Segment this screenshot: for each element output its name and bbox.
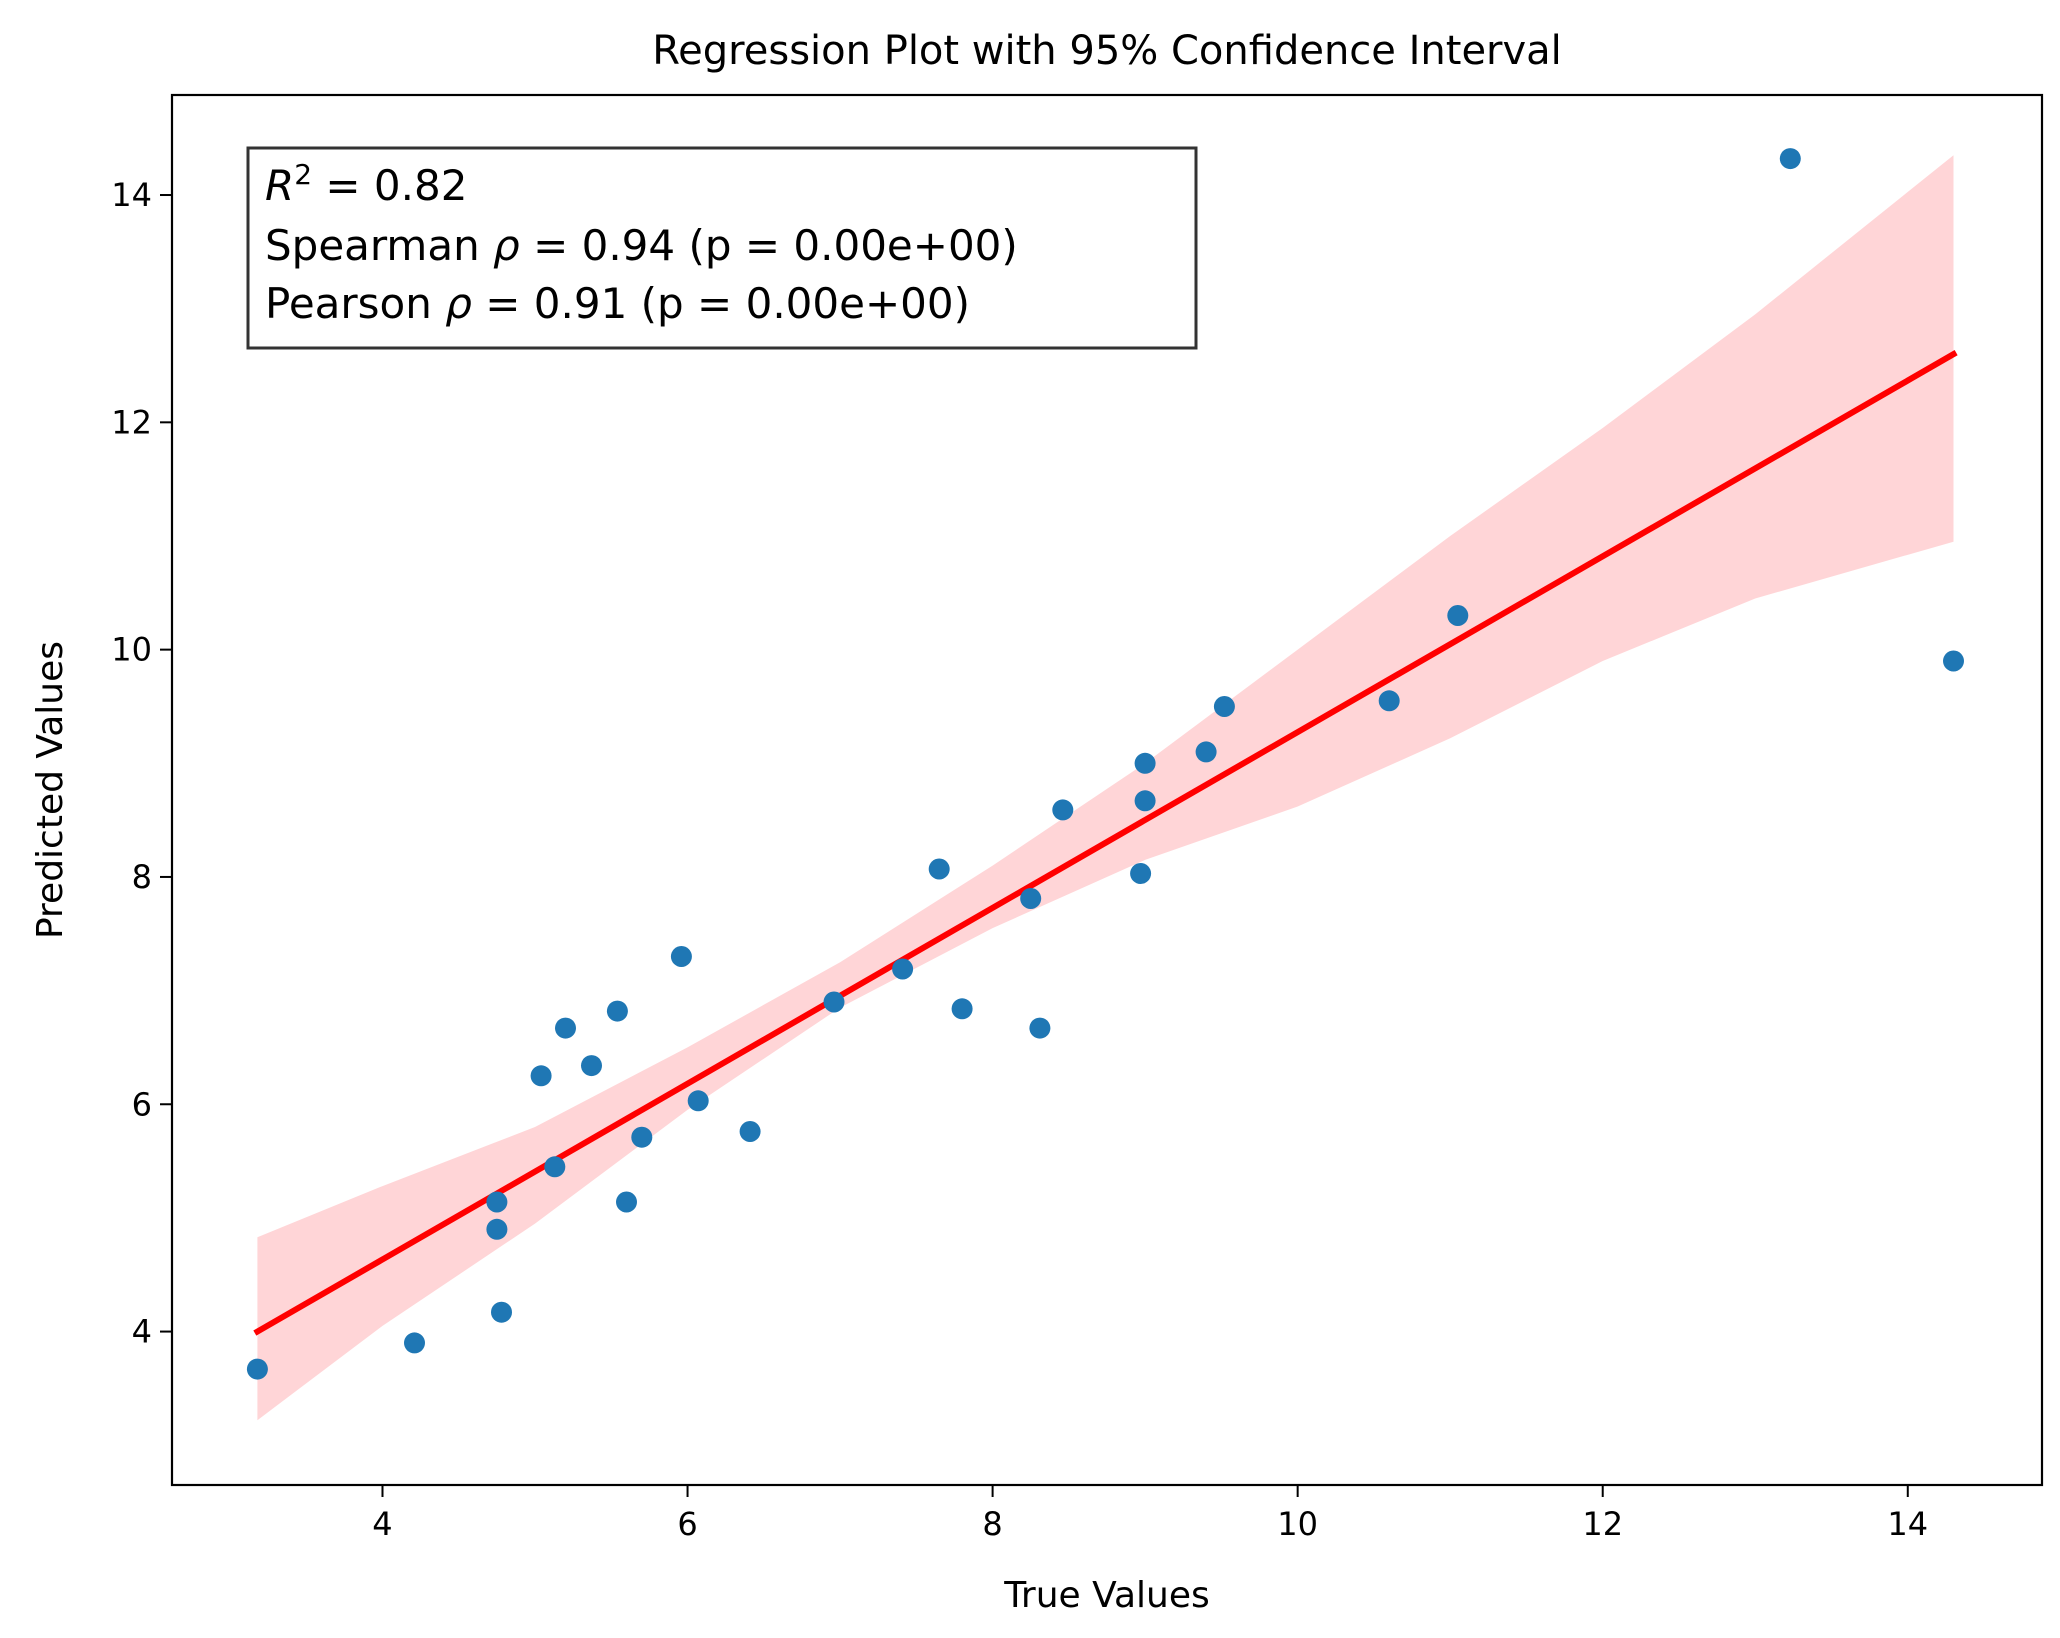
x-tick-label-12: 12	[1582, 1505, 1623, 1543]
x-tick-label-6: 6	[677, 1505, 697, 1543]
data-point-12	[631, 1127, 652, 1148]
r-squared-symbol: R	[265, 161, 294, 210]
r-squared-value: = 0.82	[312, 161, 467, 210]
data-point-19	[952, 998, 973, 1019]
data-point-31	[1943, 651, 1964, 672]
data-point-25	[1135, 790, 1156, 811]
spearman-value: = 0.94 (p = 0.00e+00)	[520, 221, 1018, 270]
r-squared-exponent: 2	[294, 158, 312, 191]
y-tick-label-12: 12	[111, 403, 152, 441]
spearman-prefix: Spearman	[265, 221, 493, 270]
data-point-6	[531, 1065, 552, 1086]
data-point-11	[616, 1192, 637, 1213]
spearman-line: Spearman ρ = 0.94 (p = 0.00e+00)	[265, 221, 1018, 270]
y-tick-label-14: 14	[111, 176, 152, 214]
x-tick-label-10: 10	[1277, 1505, 1318, 1543]
data-point-23	[1130, 863, 1151, 884]
chart-title: Regression Plot with 95% Confidence Inte…	[652, 28, 1562, 74]
pearson-prefix: Pearson	[265, 279, 445, 328]
data-point-27	[1214, 696, 1235, 717]
data-point-20	[1020, 888, 1041, 909]
pearson-line: Pearson ρ = 0.91 (p = 0.00e+00)	[265, 279, 970, 328]
data-point-29	[1447, 605, 1468, 626]
y-axis-ticks: 4 6 8 10 12 14	[111, 176, 172, 1351]
y-tick-label-8: 8	[132, 858, 152, 896]
stats-annotation-box: R2 = 0.82 Spearman ρ = 0.94 (p = 0.00e+0…	[248, 148, 1196, 348]
pearson-rho: ρ	[445, 279, 472, 328]
x-axis-label: True Values	[1003, 1575, 1210, 1616]
data-point-1	[247, 1359, 268, 1380]
data-point-3	[486, 1192, 507, 1213]
y-tick-label-4: 4	[132, 1313, 152, 1351]
data-point-21	[1029, 1018, 1050, 1039]
y-tick-label-6: 6	[132, 1085, 152, 1123]
x-tick-label-14: 14	[1887, 1505, 1928, 1543]
data-point-30	[1780, 148, 1801, 169]
pearson-value: = 0.91 (p = 0.00e+00)	[472, 279, 970, 328]
data-point-2	[404, 1332, 425, 1353]
data-point-13	[671, 946, 692, 967]
y-axis-label: Predicted Values	[30, 641, 71, 939]
data-point-28	[1379, 690, 1400, 711]
data-point-18	[929, 859, 950, 880]
data-point-8	[555, 1018, 576, 1039]
data-point-15	[740, 1121, 761, 1142]
data-point-26	[1196, 741, 1217, 762]
data-point-24	[1135, 753, 1156, 774]
x-tick-label-4: 4	[372, 1505, 392, 1543]
x-axis-ticks: 4 6 8 10 12 14	[372, 1485, 1928, 1543]
data-point-10	[607, 1001, 628, 1022]
data-point-5	[491, 1302, 512, 1323]
data-point-9	[581, 1055, 602, 1076]
y-tick-label-10: 10	[111, 631, 152, 669]
data-point-7	[544, 1156, 565, 1177]
data-point-14	[688, 1090, 709, 1111]
regression-line-layer	[257, 354, 1953, 1331]
regression-line	[257, 354, 1953, 1331]
data-point-22	[1052, 799, 1073, 820]
data-point-16	[824, 992, 845, 1013]
data-point-4	[486, 1219, 507, 1240]
spearman-rho: ρ	[493, 221, 520, 270]
x-tick-label-8: 8	[982, 1505, 1002, 1543]
data-point-17	[892, 959, 913, 980]
